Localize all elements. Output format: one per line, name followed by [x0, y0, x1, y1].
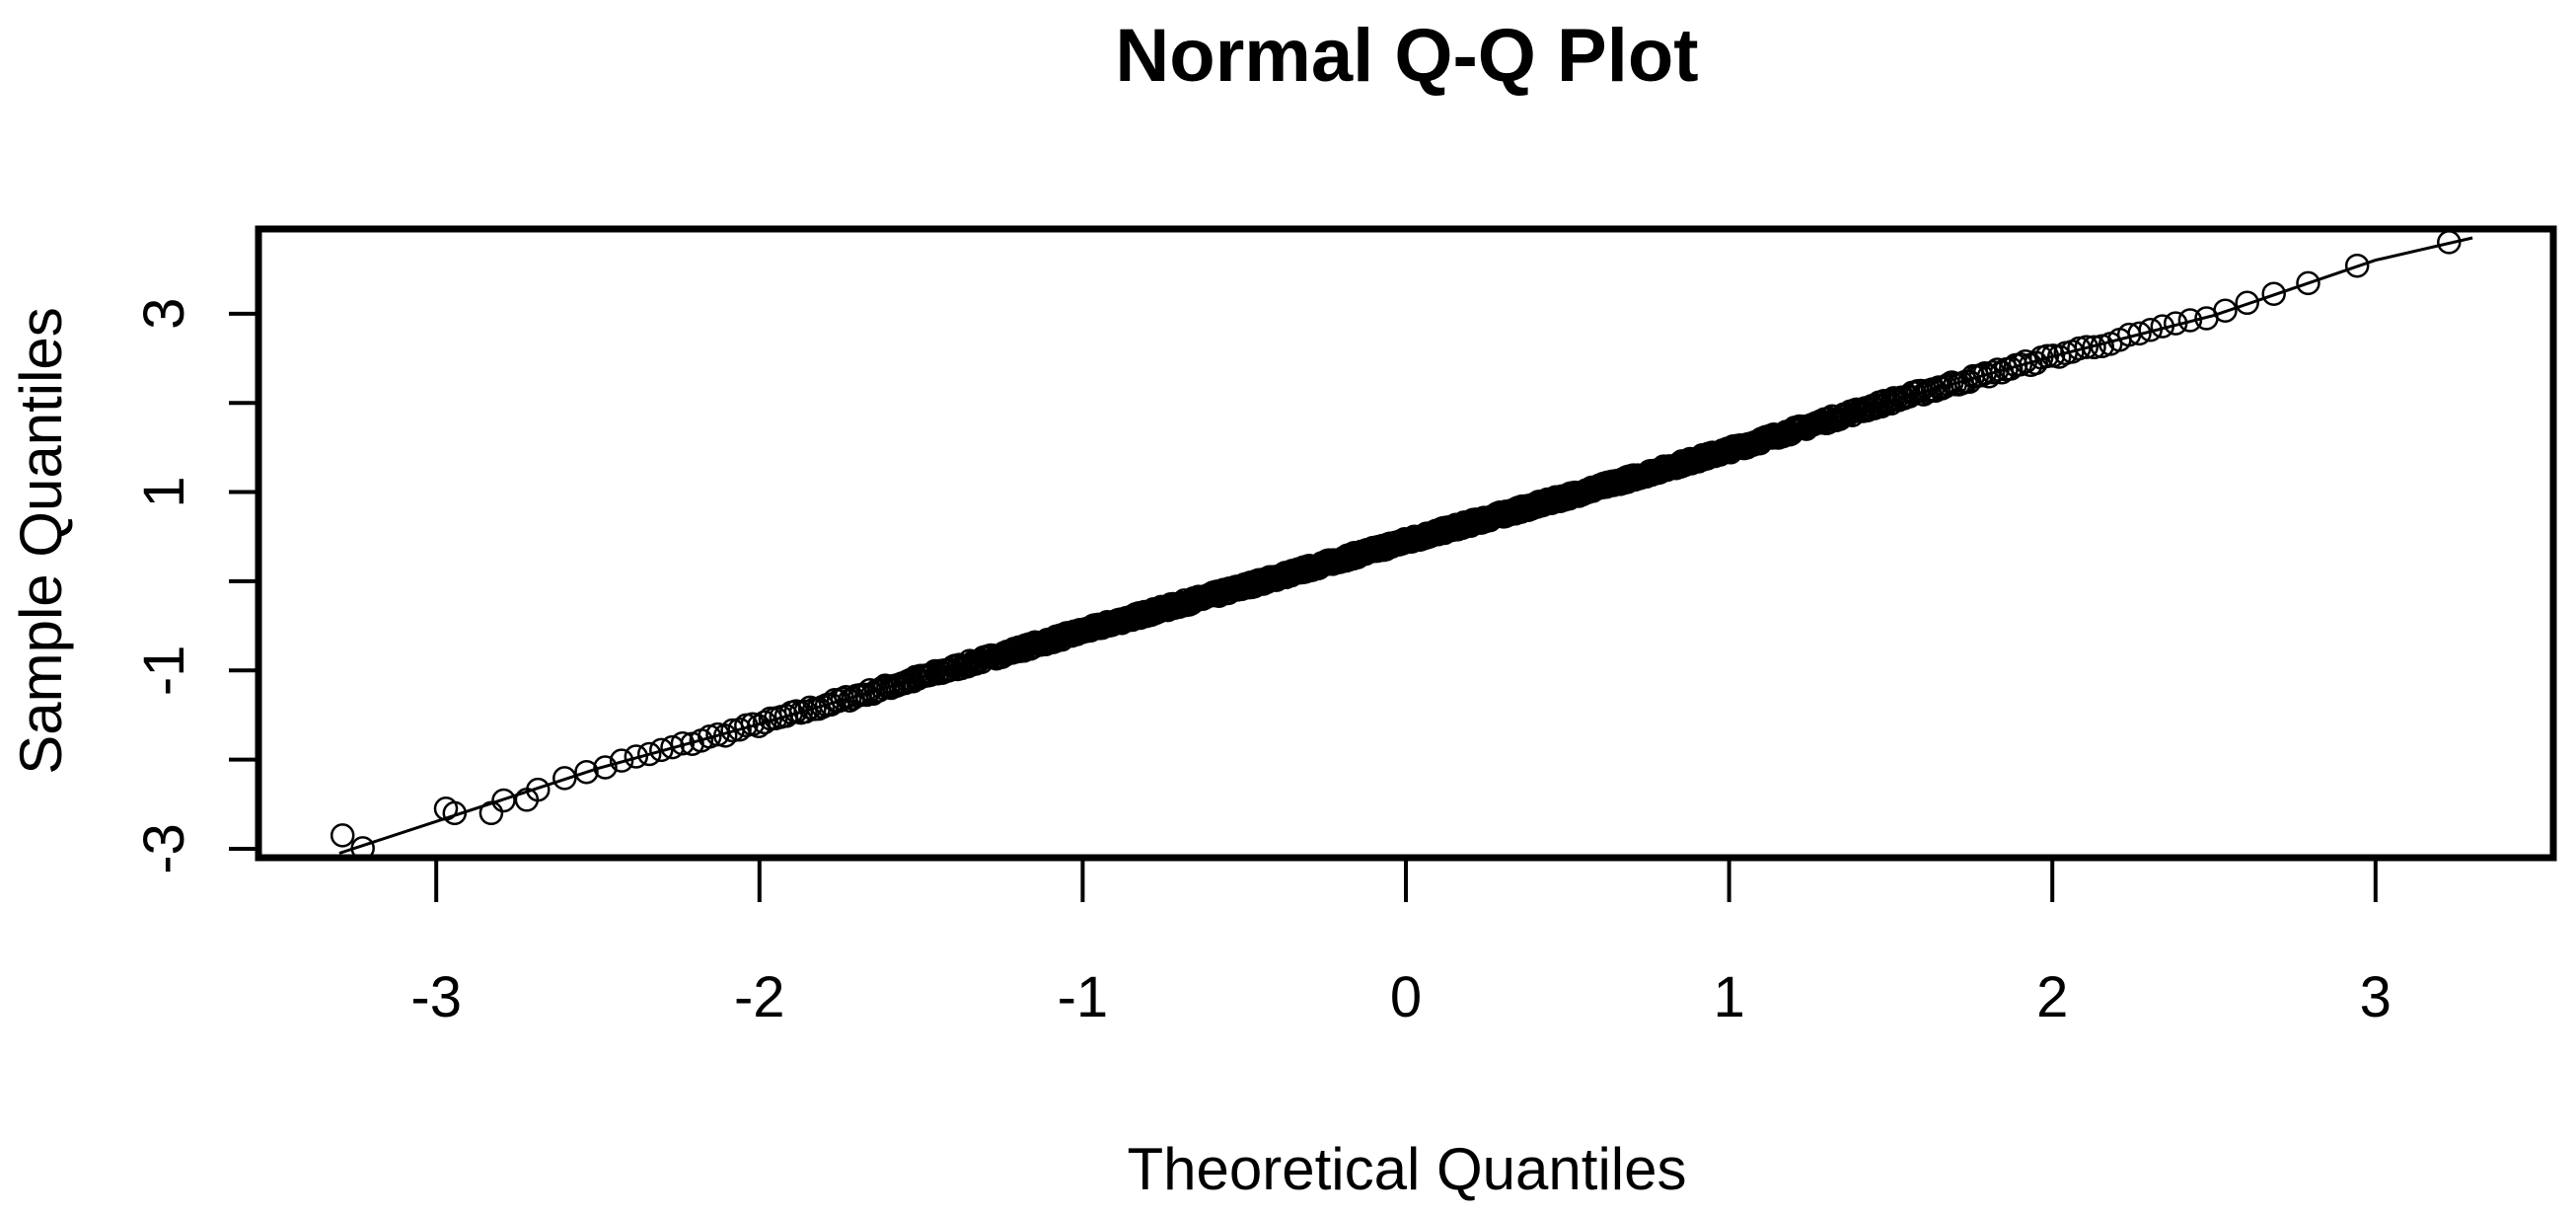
y-axis-title: Sample Quantiles: [8, 307, 74, 775]
qq-point: [2163, 311, 2188, 336]
y-tick-label: -3: [132, 823, 196, 874]
qq-point: [2344, 253, 2370, 278]
qq-point: [2235, 290, 2259, 316]
x-tick-label: -2: [734, 965, 785, 1029]
qq-point: [2261, 281, 2286, 306]
plot-area: [330, 230, 2473, 861]
qq-point: [514, 788, 540, 812]
qq-point: [330, 823, 355, 848]
y-tick-label: 1: [132, 476, 196, 507]
x-tick-label: 1: [1713, 965, 1744, 1029]
qq-point: [478, 800, 504, 826]
x-tick-label: 2: [2036, 965, 2068, 1029]
qq-point: [574, 759, 599, 785]
qq-point: [727, 717, 752, 742]
y-tick-label: -1: [132, 645, 196, 697]
qq-point: [649, 737, 674, 763]
qq-point: [712, 723, 738, 748]
qq-point: [660, 734, 685, 760]
qq-point: [2127, 321, 2152, 346]
qq-point: [2138, 317, 2163, 342]
x-tick-label: -1: [1058, 965, 1109, 1029]
x-axis: -3 -2 -1 0 1 2 3: [410, 858, 2392, 1029]
x-tick-label: -3: [410, 965, 462, 1029]
qq-point: [2296, 270, 2320, 296]
qq-point: [491, 788, 516, 813]
qq-point: [2150, 314, 2175, 339]
qq-point: [1980, 359, 2006, 385]
qq-point: [752, 710, 777, 735]
y-tick-label: 3: [132, 298, 196, 330]
qq-point: [1976, 364, 2002, 389]
y-axis: -3 -1 1 3: [132, 298, 258, 874]
qq-point: [433, 797, 459, 821]
qq-point: [1985, 357, 2010, 382]
x-tick-label: 0: [1390, 965, 1422, 1029]
qq-point: [636, 741, 662, 767]
qq-point: [2082, 335, 2106, 360]
qq-point: [2213, 298, 2238, 323]
chart-title: Normal Q-Q Plot: [1115, 14, 1698, 98]
x-axis-title: Theoretical Quantiles: [1128, 1136, 1687, 1202]
qq-point: [593, 755, 618, 780]
qq-point: [609, 748, 634, 773]
x-tick-label: 3: [2360, 965, 2392, 1029]
qq-point: [2013, 349, 2038, 374]
qq-point: [2177, 308, 2203, 333]
qq-point: [670, 730, 696, 756]
qq-point: [624, 744, 649, 769]
qq-point: [2074, 335, 2099, 359]
qq-point: [552, 766, 577, 791]
qq-point: [2008, 351, 2033, 377]
